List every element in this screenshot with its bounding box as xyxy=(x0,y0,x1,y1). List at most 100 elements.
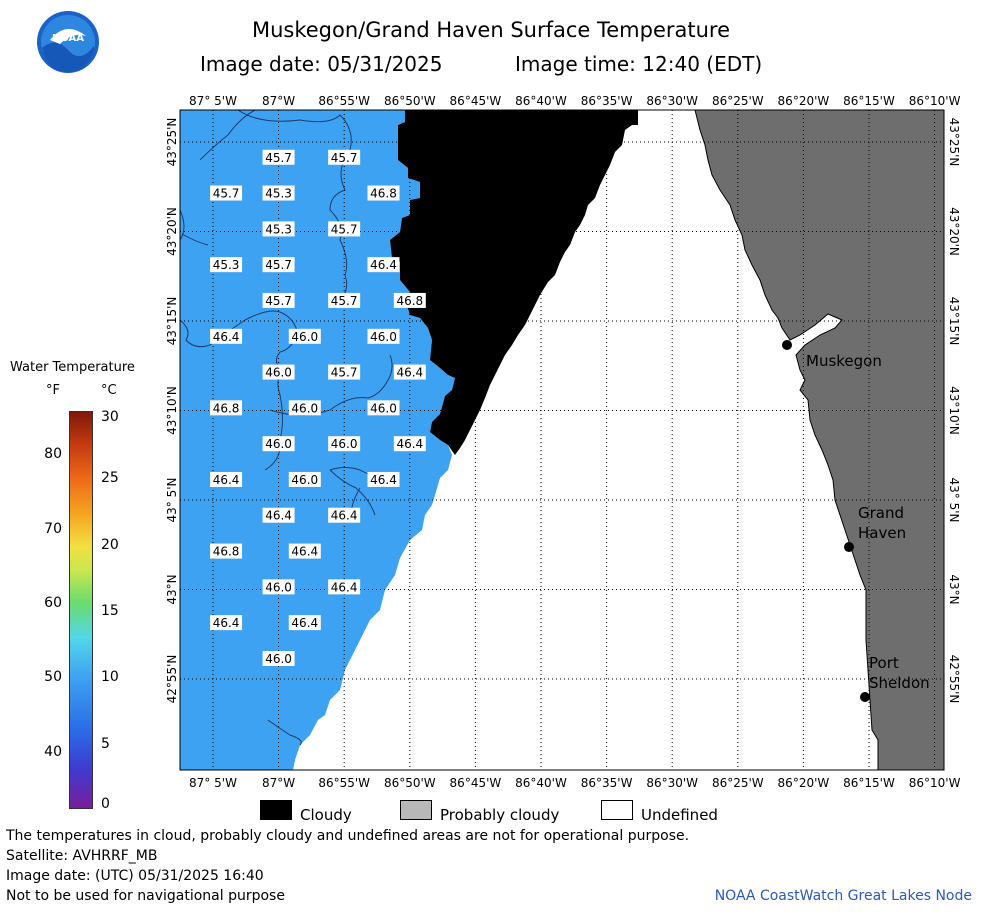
temperature-label: 45.7 xyxy=(328,149,361,165)
lat-tick-right: 43°N xyxy=(947,574,961,604)
celsius-tick: 25 xyxy=(101,470,119,486)
lon-tick-top: 86°45'W xyxy=(450,94,502,108)
svg-text:46.8: 46.8 xyxy=(213,401,240,415)
image-time: Image time: 12:40 (EDT) xyxy=(515,52,763,76)
svg-text:46.4: 46.4 xyxy=(331,509,358,523)
lon-tick-bottom: 86°15'W xyxy=(843,776,895,790)
legend-title: Water Temperature xyxy=(10,360,135,375)
temperature-label: 46.4 xyxy=(210,471,243,487)
svg-text:46.4: 46.4 xyxy=(213,330,240,344)
lon-tick-top: 86°55'W xyxy=(318,94,370,108)
celsius-tick: 15 xyxy=(101,603,119,619)
celsius-tick: 10 xyxy=(101,669,119,685)
temperature-label: 46.0 xyxy=(328,436,361,452)
lon-tick-bottom: 86°55'W xyxy=(318,776,370,790)
map-title: Muskegon/Grand Haven Surface Temperature xyxy=(251,18,731,42)
temperature-label: 46.4 xyxy=(288,543,321,559)
temperature-label: 45.7 xyxy=(328,221,361,237)
cloudy-swatch xyxy=(260,800,292,820)
lon-tick-top: 86°15'W xyxy=(843,94,895,108)
lon-tick-top: 86°25'W xyxy=(712,94,764,108)
temperature-label: 46.8 xyxy=(210,543,243,559)
temperature-label: 46.4 xyxy=(262,507,295,523)
temperature-label: 46.0 xyxy=(262,651,295,666)
temperature-label: 45.3 xyxy=(262,221,295,237)
svg-text:45.7: 45.7 xyxy=(331,366,358,380)
city-marker: Muskegon xyxy=(782,340,882,370)
temperature-label: 46.0 xyxy=(262,364,295,380)
svg-text:46.4: 46.4 xyxy=(213,473,240,487)
svg-text:46.0: 46.0 xyxy=(265,652,292,666)
lon-tick-top: 86°40'W xyxy=(515,94,567,108)
svg-text:46.4: 46.4 xyxy=(213,616,240,630)
lon-tick-top: 87°W xyxy=(262,94,295,108)
fahrenheit-tick: 70 xyxy=(44,521,62,537)
temperature-label: 45.7 xyxy=(262,149,295,165)
footer-satellite: Satellite: AVHRRF_MB xyxy=(6,848,158,864)
svg-text:45.7: 45.7 xyxy=(213,187,240,201)
fahrenheit-tick: 50 xyxy=(44,669,62,685)
temperature-label: 45.7 xyxy=(210,185,243,201)
temperature-label: 46.4 xyxy=(367,257,400,273)
lat-tick-right: 43° 5'N xyxy=(947,478,961,523)
svg-text:46.4: 46.4 xyxy=(370,473,397,487)
svg-text:46.4: 46.4 xyxy=(291,545,318,559)
city-marker: Port Sheldon xyxy=(860,654,930,702)
svg-text:46.0: 46.0 xyxy=(265,580,292,594)
temperature-label: 46.0 xyxy=(288,328,321,344)
temperature-label: 46.4 xyxy=(210,328,243,344)
fahrenheit-tick: 40 xyxy=(44,744,62,760)
land-area xyxy=(694,110,944,770)
lon-tick-bottom: 86°20'W xyxy=(778,776,830,790)
svg-text:46.0: 46.0 xyxy=(331,437,358,451)
svg-text:45.7: 45.7 xyxy=(265,294,292,308)
lat-tick-left: 43°10'N xyxy=(165,386,179,435)
temperature-label: 46.0 xyxy=(288,471,321,487)
svg-text:46.4: 46.4 xyxy=(370,258,397,272)
celsius-tick: 0 xyxy=(101,796,110,812)
lon-tick-bottom: 87°W xyxy=(262,776,295,790)
temperature-label: 46.8 xyxy=(393,292,426,308)
lat-tick-left: 43° 5'N xyxy=(165,478,179,523)
svg-text:46.4: 46.4 xyxy=(331,580,358,594)
svg-text:46.4: 46.4 xyxy=(396,437,423,451)
temperature-label: 45.3 xyxy=(262,185,295,201)
lat-tick-right: 43°20'N xyxy=(947,207,961,256)
credit-link[interactable]: NOAA CoastWatch Great Lakes Node xyxy=(714,888,972,904)
cloudy-label: Cloudy xyxy=(300,806,352,824)
lat-tick-right: 43°25'N xyxy=(947,118,961,167)
svg-text:46.0: 46.0 xyxy=(291,401,318,415)
lon-tick-bottom: 86°40'W xyxy=(515,776,567,790)
lon-tick-top: 86°20'W xyxy=(778,94,830,108)
city-label: Grand Haven xyxy=(858,504,906,542)
svg-text:46.8: 46.8 xyxy=(396,294,423,308)
footer-navigation-warning: Not to be used for navigational purpose xyxy=(6,888,285,904)
lon-tick-bottom: 86°25'W xyxy=(712,776,764,790)
temperature-label: 46.4 xyxy=(328,579,361,595)
temperature-label: 46.0 xyxy=(262,436,295,452)
footer-disclaimer: The temperatures in cloud, probably clou… xyxy=(6,828,690,844)
unit-fahrenheit: °F xyxy=(46,383,60,398)
lat-tick-right: 43°15'N xyxy=(947,297,961,346)
lat-tick-left: 43°N xyxy=(165,574,179,604)
temperature-label: 46.8 xyxy=(367,185,400,201)
probably-cloudy-swatch xyxy=(400,800,432,820)
fahrenheit-tick: 60 xyxy=(44,595,62,611)
svg-text:46.8: 46.8 xyxy=(213,545,240,559)
lat-tick-right: 43°10'N xyxy=(947,386,961,435)
svg-text:46.0: 46.0 xyxy=(370,401,397,415)
lon-tick-bottom: 87° 5'W xyxy=(189,776,237,790)
celsius-tick: 20 xyxy=(101,537,119,553)
temperature-label: 45.7 xyxy=(328,292,361,308)
svg-text:46.0: 46.0 xyxy=(291,330,318,344)
noaa-logo: NOAA xyxy=(37,11,99,73)
lat-tick-right: 42°55'N xyxy=(947,655,961,704)
svg-text:45.3: 45.3 xyxy=(265,222,292,236)
city-label: Muskegon xyxy=(806,352,882,370)
svg-text:45.3: 45.3 xyxy=(265,187,292,201)
unit-celsius: °C xyxy=(101,383,117,398)
temperature-label: 46.0 xyxy=(262,579,295,595)
temperature-label: 46.4 xyxy=(328,507,361,523)
logo-text: NOAA xyxy=(52,33,84,44)
